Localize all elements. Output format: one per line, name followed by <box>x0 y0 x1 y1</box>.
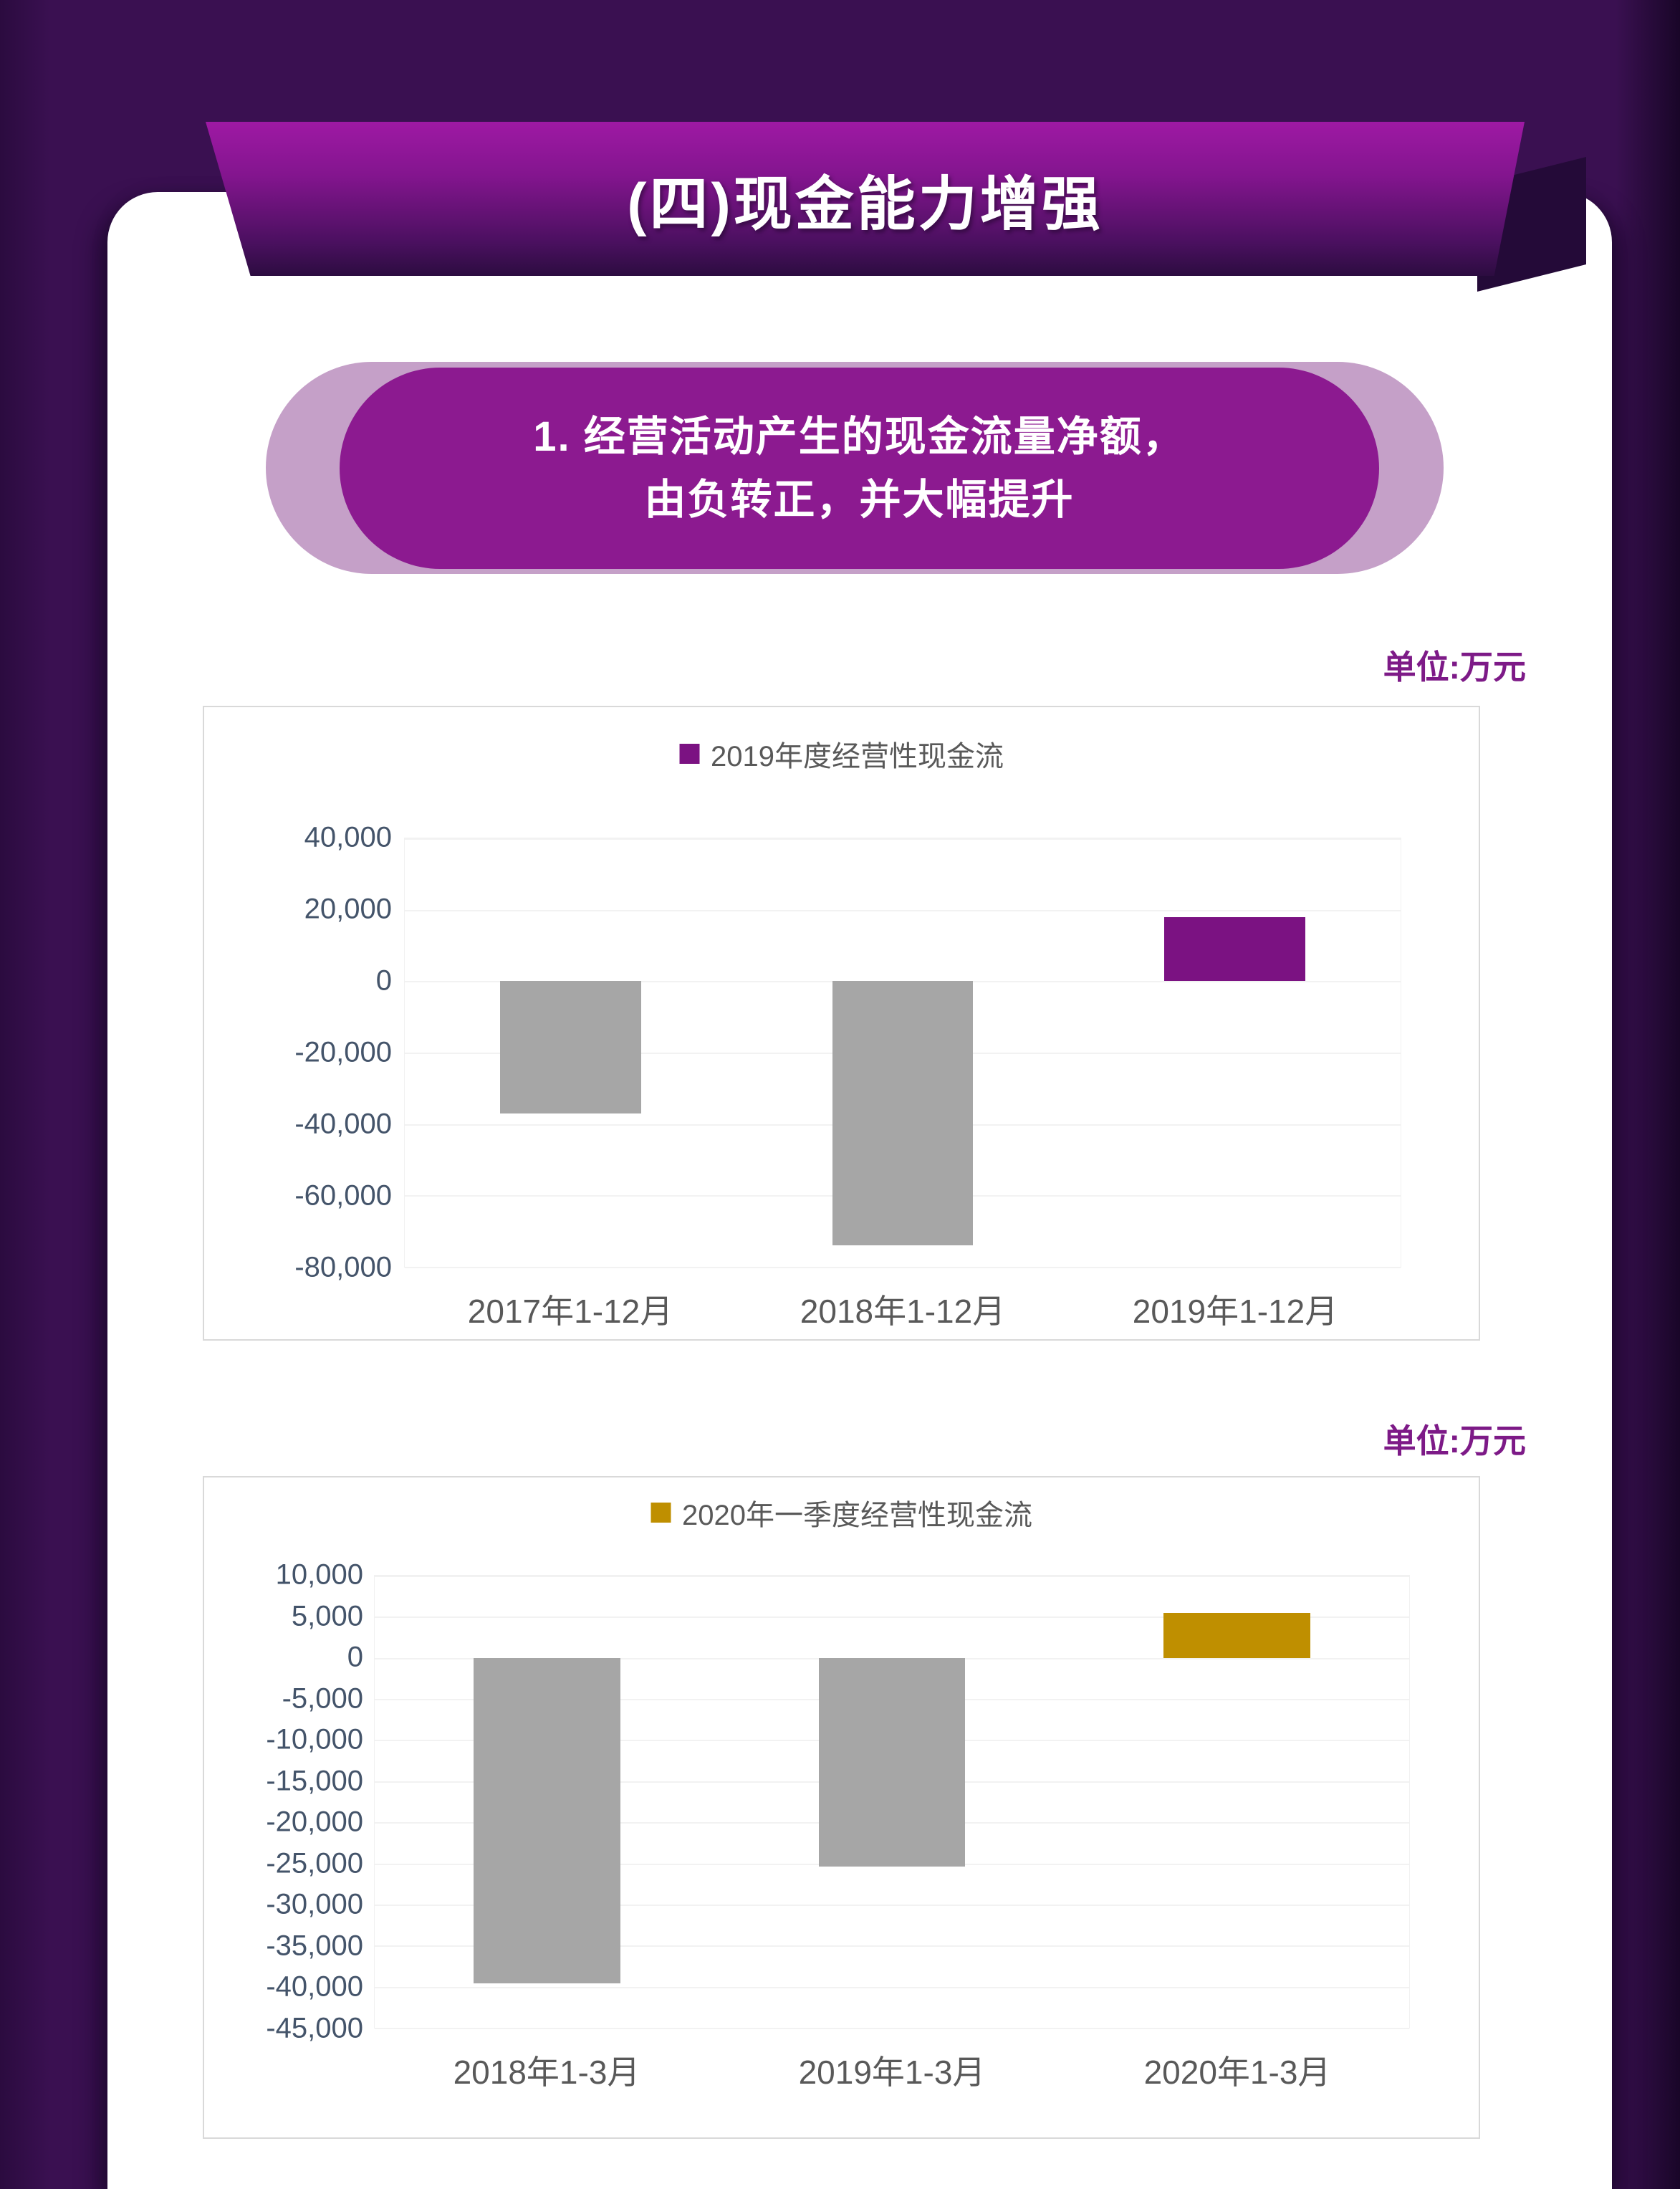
unit-label-bottom: 单位:万元 <box>1383 1422 1526 1460</box>
y-tick-label: 0 <box>375 964 392 997</box>
y-tick-label: -30,000 <box>266 1888 363 1920</box>
bar-2017年1-12月 <box>500 981 642 1113</box>
y-tick-label: -40,000 <box>294 1108 392 1140</box>
chart-1-legend-swatch <box>679 744 700 764</box>
chart-1-annual-cashflow: 2019年度经营性现金流 40,000 20,000 0 -20,000 -40,000… <box>203 706 1480 1341</box>
y-tick-label: -5,000 <box>282 1682 363 1715</box>
bar-2019年1-12月 <box>1163 916 1305 982</box>
x-axis-labels: 2018年1-3月 2019年1-3月 2020年1-3月 <box>374 2046 1410 2091</box>
y-tick-label: -20,000 <box>266 1806 363 1838</box>
bar-2018年1-3月 <box>474 1657 620 1984</box>
x-axis-label: 2019年1-3月 <box>798 2054 986 2091</box>
x-axis-label: 2019年1-12月 <box>1132 1293 1338 1330</box>
chart-2-legend-label: 2020年一季度经营性现金流 <box>682 1500 1032 1531</box>
chart-1-legend-label: 2019年度经营性现金流 <box>711 741 1004 772</box>
y-tick-label: -35,000 <box>266 1930 363 1962</box>
gridline <box>375 1904 1409 1906</box>
gridline <box>405 909 1401 911</box>
unit-label-top: 单位:万元 <box>1383 648 1526 686</box>
x-axis-label: 2018年1-3月 <box>453 2054 640 2091</box>
y-tick-label: 10,000 <box>275 1558 363 1591</box>
gridline <box>375 1986 1409 1988</box>
x-axis-label: 2020年1-3月 <box>1143 2054 1331 2091</box>
gridline <box>375 2028 1409 2029</box>
x-axis-labels: 2017年1-12月 2018年1-12月 2019年1-12月 <box>404 1285 1401 1330</box>
y-tick-label: 5,000 <box>291 1600 363 1632</box>
page-title: (四)现金能力增强 <box>627 172 1103 237</box>
gridline <box>405 1267 1401 1268</box>
bar-2018年1-12月 <box>832 981 974 1246</box>
chart-1-legend: 2019年度经营性现金流 <box>679 733 1004 775</box>
gridline <box>405 838 1401 840</box>
subtitle-pill-inner: 1. 经营活动产生的现金流量净额， 由负转正，并大幅提升 <box>340 368 1379 569</box>
y-tick-label: -10,000 <box>266 1723 363 1755</box>
y-tick-label: -40,000 <box>266 1970 363 2003</box>
plot-area <box>374 1575 1410 2029</box>
subtitle-line-1: 1. 经营活动产生的现金流量净额， <box>533 413 1186 460</box>
subtitle-pill: 1. 经营活动产生的现金流量净额， 由负转正，并大幅提升 <box>266 362 1444 574</box>
y-axis-ticks: 10,000 5,000 0 -5,000 -10,000 -15,000 -20,000 -… <box>204 1559 363 2044</box>
gridline <box>375 1945 1409 1948</box>
chart-2-quarterly-cashflow: 2020年一季度经营性现金流 10,000 5,000 0 -5,000 -10,000… <box>203 1476 1480 2139</box>
y-tick-label: 20,000 <box>304 893 392 925</box>
chart-2-legend-swatch <box>651 1503 671 1523</box>
gridline <box>375 1576 1409 1577</box>
y-tick-label: -60,000 <box>294 1179 392 1212</box>
x-axis-label: 2018年1-12月 <box>800 1293 1006 1330</box>
chart-2-legend: 2020年一季度经营性现金流 <box>651 1492 1032 1533</box>
y-tick-label: -20,000 <box>294 1036 392 1068</box>
y-tick-label: -25,000 <box>266 1847 363 1879</box>
gridline <box>375 1616 1409 1619</box>
y-tick-label: 0 <box>347 1641 363 1673</box>
bar-2019年1-3月 <box>818 1657 966 1867</box>
bar-2020年1-3月 <box>1163 1612 1310 1658</box>
title-banner: (四)现金能力增强 <box>206 122 1525 276</box>
x-axis-label: 2017年1-12月 <box>467 1293 673 1330</box>
subtitle-line-2: 由负转正，并大幅提升 <box>644 476 1075 523</box>
y-tick-label: -15,000 <box>266 1765 363 1797</box>
y-tick-label: -45,000 <box>266 2012 363 2044</box>
y-tick-label: 40,000 <box>304 821 392 853</box>
y-tick-label: -80,000 <box>294 1251 392 1283</box>
plot-area <box>404 838 1401 1268</box>
y-axis-ticks: 40,000 20,000 0 -20,000 -40,000 -60,000 -80,00… <box>204 822 392 1283</box>
